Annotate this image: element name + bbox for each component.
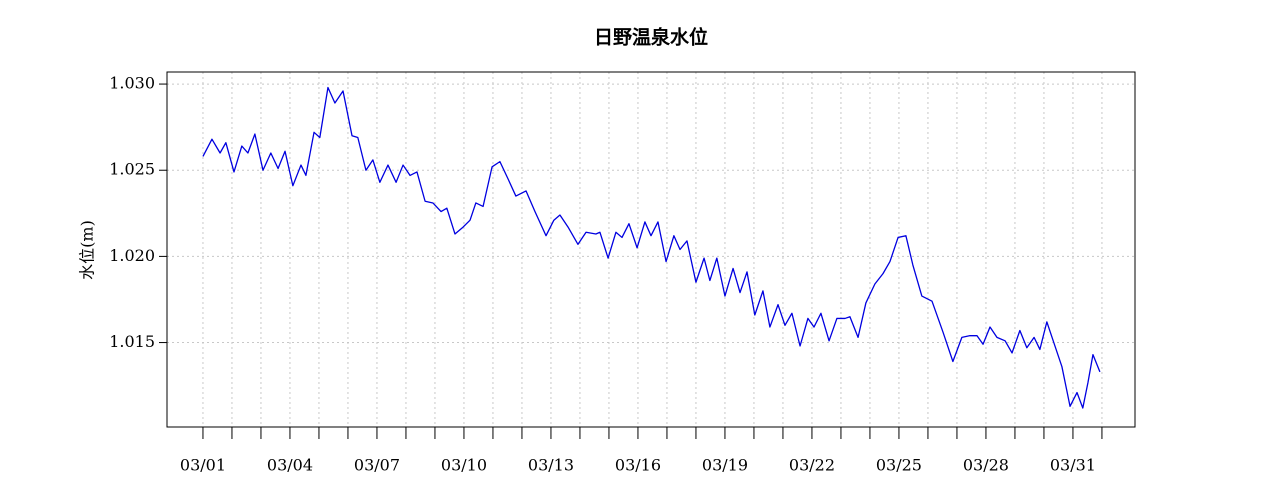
y-tick-label: 1.025	[109, 160, 155, 179]
x-tick-label: 03/13	[528, 456, 574, 475]
y-tick-label: 1.015	[109, 332, 155, 351]
x-tick-label: 03/28	[963, 456, 1009, 475]
x-tick-label: 03/10	[441, 456, 487, 475]
data-line	[202, 86, 1101, 409]
x-tick-label: 03/19	[702, 456, 748, 475]
x-tick-label: 03/25	[876, 456, 922, 475]
x-tick-label: 03/22	[789, 456, 835, 475]
y-axis-label: 水位(m)	[78, 220, 97, 280]
plot-frame	[166, 71, 1136, 428]
y-tick-label: 1.030	[109, 74, 155, 93]
x-tick-label: 03/31	[1050, 456, 1096, 475]
x-tick-label: 03/01	[180, 456, 226, 475]
y-tick-label: 1.020	[109, 246, 155, 265]
x-tick-label: 03/16	[615, 456, 661, 475]
x-tick-label: 03/07	[354, 456, 400, 475]
x-tick-label: 03/04	[267, 456, 313, 475]
chart-title: 日野温泉水位	[594, 26, 708, 49]
